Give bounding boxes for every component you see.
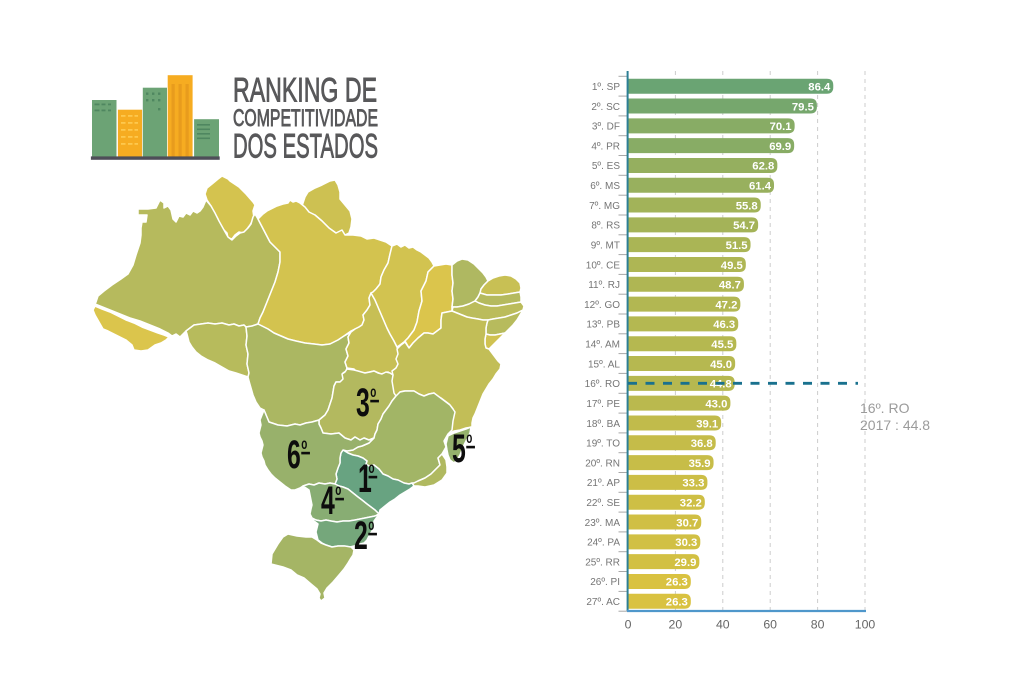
- svg-text:4º. PR: 4º. PR: [591, 141, 620, 152]
- svg-text:COMPETITIVIDADE: COMPETITIVIDADE: [233, 105, 378, 132]
- svg-text:2º. SC: 2º. SC: [591, 102, 620, 113]
- svg-text:33.3: 33.3: [682, 478, 704, 490]
- svg-text:25º. RR: 25º. RR: [585, 557, 620, 568]
- svg-text:o: o: [335, 481, 341, 499]
- svg-text:3: 3: [356, 381, 370, 425]
- svg-text:70.1: 70.1: [770, 121, 792, 133]
- svg-text:51.5: 51.5: [726, 240, 748, 252]
- svg-text:o: o: [369, 459, 375, 477]
- svg-text:48.7: 48.7: [719, 280, 741, 292]
- svg-text:62.8: 62.8: [752, 161, 774, 173]
- svg-text:12º. GO: 12º. GO: [584, 300, 620, 311]
- svg-text:18º. BA: 18º. BA: [586, 419, 620, 430]
- svg-text:0: 0: [625, 618, 632, 632]
- svg-text:5º. ES: 5º. ES: [592, 161, 620, 172]
- svg-text:10º. CE: 10º. CE: [586, 260, 621, 271]
- svg-text:20: 20: [669, 618, 683, 632]
- svg-text:43.0: 43.0: [705, 399, 727, 411]
- svg-text:60: 60: [763, 618, 777, 632]
- svg-text:1: 1: [358, 457, 372, 501]
- svg-text:54.7: 54.7: [733, 220, 755, 232]
- svg-text:1º. SP: 1º. SP: [592, 82, 620, 93]
- svg-text:2017 : 44.8: 2017 : 44.8: [860, 417, 930, 433]
- svg-text:21º. AP: 21º. AP: [587, 478, 620, 489]
- svg-text:69.9: 69.9: [769, 141, 791, 153]
- svg-text:17º. PE: 17º. PE: [586, 399, 620, 410]
- svg-text:o: o: [301, 435, 307, 453]
- svg-text:49.5: 49.5: [721, 260, 743, 272]
- svg-text:26º. PI: 26º. PI: [590, 577, 620, 588]
- svg-text:DOS ESTADOS: DOS ESTADOS: [233, 128, 378, 166]
- svg-text:79.5: 79.5: [792, 101, 814, 113]
- svg-text:26.3: 26.3: [666, 577, 688, 589]
- svg-text:40: 40: [716, 618, 730, 632]
- svg-text:RANKING DE: RANKING DE: [233, 72, 377, 110]
- svg-text:2: 2: [354, 514, 368, 558]
- svg-text:6º. MS: 6º. MS: [590, 181, 620, 192]
- svg-text:55.8: 55.8: [736, 200, 758, 212]
- svg-text:16º. RO: 16º. RO: [860, 400, 910, 416]
- svg-text:86.4: 86.4: [808, 82, 831, 94]
- svg-text:19º. TO: 19º. TO: [586, 439, 620, 450]
- svg-text:20º. RN: 20º. RN: [585, 458, 620, 469]
- svg-text:6: 6: [287, 433, 301, 477]
- svg-text:47.2: 47.2: [715, 299, 737, 311]
- svg-text:46.3: 46.3: [713, 319, 735, 331]
- svg-text:9º. MT: 9º. MT: [591, 241, 620, 252]
- svg-text:14º. AM: 14º. AM: [585, 340, 620, 351]
- svg-text:5: 5: [452, 427, 466, 471]
- svg-text:36.8: 36.8: [691, 438, 713, 450]
- svg-text:35.9: 35.9: [689, 458, 711, 470]
- svg-text:7º. MG: 7º. MG: [589, 201, 620, 212]
- svg-text:100: 100: [855, 618, 876, 632]
- svg-text:30.3: 30.3: [675, 537, 697, 549]
- svg-text:o: o: [466, 429, 472, 447]
- svg-text:8º. RS: 8º. RS: [591, 221, 620, 232]
- svg-text:30.7: 30.7: [676, 517, 698, 529]
- svg-text:29.9: 29.9: [674, 557, 696, 569]
- svg-text:11º. RJ: 11º. RJ: [588, 280, 620, 291]
- svg-text:4: 4: [321, 479, 335, 523]
- svg-text:27º. AC: 27º. AC: [586, 597, 620, 608]
- svg-text:24º. PA: 24º. PA: [587, 538, 620, 549]
- svg-text:45.5: 45.5: [711, 339, 733, 351]
- svg-text:61.4: 61.4: [749, 181, 772, 193]
- svg-text:26.3: 26.3: [666, 597, 688, 609]
- svg-text:22º. SE: 22º. SE: [586, 498, 620, 509]
- svg-text:80: 80: [811, 618, 825, 632]
- svg-text:39.1: 39.1: [696, 418, 718, 430]
- svg-text:o: o: [368, 516, 374, 534]
- svg-text:15º. AL: 15º. AL: [588, 359, 620, 370]
- svg-text:3º. DF: 3º. DF: [592, 122, 620, 133]
- svg-text:o: o: [370, 383, 376, 401]
- svg-text:32.2: 32.2: [680, 498, 702, 510]
- svg-text:45.0: 45.0: [710, 359, 732, 371]
- svg-text:23º. MA: 23º. MA: [585, 518, 621, 529]
- svg-text:16º. RO: 16º. RO: [585, 379, 621, 390]
- svg-text:13º. PB: 13º. PB: [586, 320, 620, 331]
